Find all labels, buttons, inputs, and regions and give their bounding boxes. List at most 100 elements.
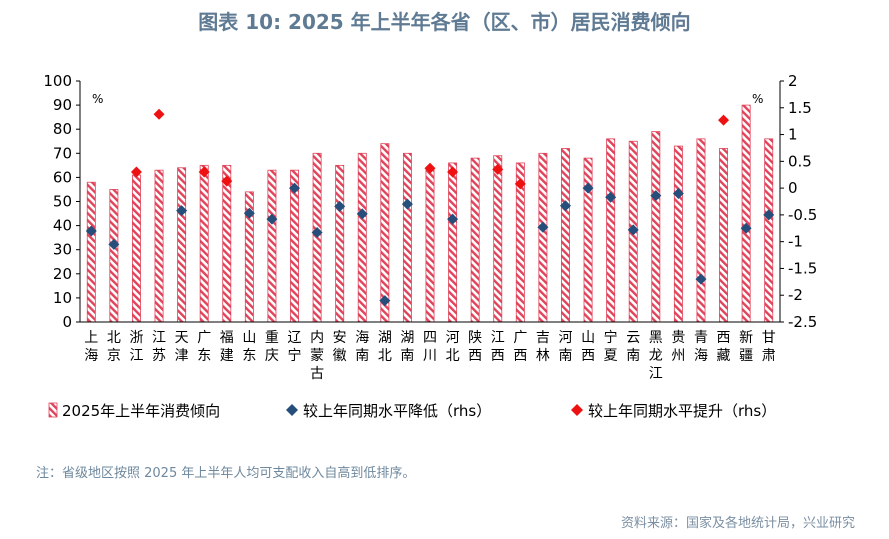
left-tick-label: 40 xyxy=(53,217,72,235)
bar xyxy=(651,131,661,323)
right-tick-label: -1.5 xyxy=(788,259,817,277)
bar xyxy=(561,148,570,323)
bar xyxy=(177,167,187,323)
legend-label-decline: 较上年同期水平降低（rhs） xyxy=(303,402,491,420)
left-tick-label: 100 xyxy=(43,72,72,90)
bar xyxy=(741,104,751,323)
left-tick-label: 70 xyxy=(53,144,72,162)
category-label: 福建 xyxy=(220,330,234,364)
bar xyxy=(606,138,616,323)
marker-series xyxy=(85,108,775,307)
legend-swatch-decline xyxy=(286,404,298,416)
category-label: 辽宁 xyxy=(288,330,302,364)
category-label: 安徽 xyxy=(333,330,347,364)
category-label: 新疆 xyxy=(739,330,753,364)
category-label: 河南 xyxy=(558,330,572,364)
decline-marker xyxy=(356,208,368,220)
bar xyxy=(154,169,164,323)
bar xyxy=(199,164,209,323)
category-label: 湖南 xyxy=(400,330,414,364)
decline-marker xyxy=(672,187,684,199)
bar xyxy=(425,167,435,323)
decline-marker xyxy=(85,225,97,237)
rise-marker xyxy=(447,166,459,178)
category-label: 江苏 xyxy=(152,330,166,364)
right-tick-label: 2 xyxy=(788,72,798,90)
legend-label-rise: 较上年同期水平提升（rhs） xyxy=(588,402,776,420)
bar xyxy=(719,148,729,323)
right-tick-label: -2.5 xyxy=(788,313,817,331)
category-label: 陕西 xyxy=(468,330,482,364)
rise-marker xyxy=(514,178,526,190)
decline-marker xyxy=(401,198,413,210)
bar xyxy=(402,152,412,323)
bar xyxy=(267,169,277,323)
rise-marker xyxy=(130,166,142,178)
right-tick-label: 0 xyxy=(788,179,798,197)
rise-marker xyxy=(492,163,504,175)
left-tick-label: 20 xyxy=(53,265,72,283)
category-label: 黑龙江 xyxy=(649,330,663,382)
bar xyxy=(493,155,503,323)
category-label: 河北 xyxy=(446,330,460,364)
decline-marker xyxy=(379,295,391,307)
category-label: 浙江 xyxy=(129,330,143,364)
category-label: 西藏 xyxy=(717,330,731,364)
category-label: 海南 xyxy=(355,330,369,364)
decline-marker xyxy=(763,209,775,221)
right-tick-label: 1 xyxy=(788,126,798,144)
category-label: 云南 xyxy=(626,330,640,364)
legend-label-bar: 2025年上半年消费倾向 xyxy=(62,402,220,420)
rise-marker xyxy=(718,114,730,126)
bar-series xyxy=(86,104,774,323)
bar xyxy=(538,152,548,323)
decline-marker xyxy=(537,221,549,233)
rise-marker xyxy=(153,108,165,120)
category-label: 北京 xyxy=(107,330,121,364)
category-label: 四川 xyxy=(423,330,437,364)
decline-marker xyxy=(605,191,617,203)
right-tick-label: -1 xyxy=(788,233,803,251)
decline-marker xyxy=(650,190,662,202)
category-label: 山东 xyxy=(242,330,256,364)
chart-title: 图表 10: 2025 年上半年各省（区、市）居民消费倾向 xyxy=(198,10,691,34)
decline-marker xyxy=(582,182,594,194)
left-tick-label: 90 xyxy=(53,96,72,114)
bar xyxy=(764,138,774,323)
decline-marker xyxy=(108,238,120,250)
left-unit-label: % xyxy=(92,92,103,106)
decline-marker xyxy=(627,224,639,236)
bar xyxy=(696,138,706,323)
category-label: 甘肃 xyxy=(762,330,776,364)
legend-swatch-bar xyxy=(48,402,58,418)
footnote: 注：省级地区按照 2025 年上半年人均可支配收入自高到低排序。 xyxy=(36,466,416,481)
left-tick-label: 0 xyxy=(62,313,72,331)
decline-marker xyxy=(311,227,323,239)
rise-marker xyxy=(424,162,436,174)
category-label: 宁夏 xyxy=(604,329,618,364)
category-label: 上海 xyxy=(84,330,98,364)
bar xyxy=(222,164,232,323)
rise-marker xyxy=(221,175,233,187)
bar xyxy=(335,164,345,323)
bar xyxy=(86,181,96,323)
left-tick-label: 30 xyxy=(53,241,72,259)
decline-marker xyxy=(176,205,188,217)
category-label: 吉林 xyxy=(536,330,550,364)
decline-marker xyxy=(559,200,571,212)
category-label: 山西 xyxy=(581,330,595,364)
left-tick-label: 80 xyxy=(53,120,72,138)
left-tick-label: 50 xyxy=(53,193,72,211)
right-tick-label: -0.5 xyxy=(788,206,817,224)
bar xyxy=(673,145,683,323)
consumption-propensity-chart: 0 10 20 30 40 50 60 70 80 90 100 2 1.5 1 0.5 0 -0.5 -1 -1.… xyxy=(43,72,817,420)
left-tick-label: 60 xyxy=(53,168,72,186)
category-label: 广西 xyxy=(513,330,527,364)
category-label: 贵州 xyxy=(671,330,685,364)
bar xyxy=(109,189,119,323)
bar xyxy=(131,174,141,323)
decline-marker xyxy=(243,207,255,219)
decline-marker xyxy=(289,182,301,194)
category-label: 天津 xyxy=(175,330,189,364)
left-tick-label: 10 xyxy=(53,289,72,307)
